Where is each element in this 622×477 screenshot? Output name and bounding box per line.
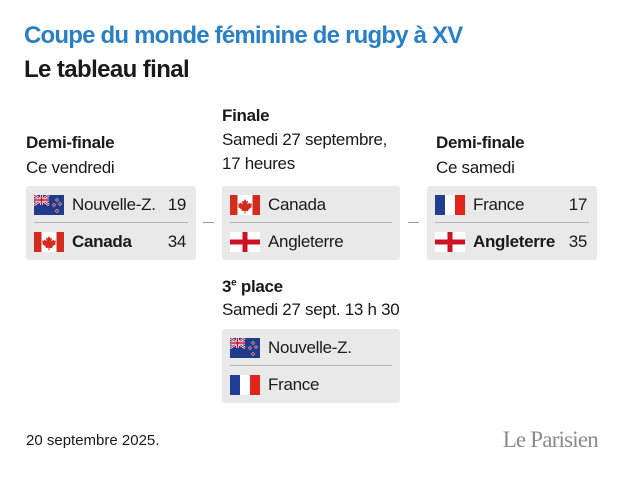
match-box: Nouvelle-Z. 19 Canada 34 (26, 186, 196, 260)
title: Coupe du monde féminine de rugby à XV (24, 22, 463, 49)
team-row: Nouvelle-Z. (222, 329, 400, 366)
round-label: 3e place (222, 277, 283, 297)
flag (435, 194, 465, 215)
score: 35 (568, 231, 588, 251)
team-row: Nouvelle-Z. 19 (26, 186, 196, 223)
team-row: Angleterre 35 (427, 223, 597, 260)
team-name: Canada (268, 194, 326, 214)
divider (435, 222, 589, 223)
divider (34, 222, 188, 223)
label-superscript: e (231, 277, 237, 289)
team-row: France 17 (427, 186, 597, 223)
round-date: Ce samedi (436, 158, 515, 177)
match-box: France 17 Angleterre 35 (427, 186, 597, 260)
team-row: Angleterre (222, 223, 400, 260)
team-name: France (268, 374, 320, 394)
logo: Le Parisien (502, 427, 599, 452)
round-label: Demi-finale (26, 133, 115, 152)
footer-date: 20 septembre 2025. (26, 432, 160, 449)
team-name: France (473, 194, 525, 214)
divider (230, 365, 392, 366)
round-label: Finale (222, 106, 270, 125)
flag (230, 194, 260, 215)
divider (230, 222, 392, 223)
label-text: place (240, 277, 283, 296)
flag (34, 194, 64, 215)
team-name: Angleterre (473, 231, 556, 251)
flag (230, 231, 260, 252)
team-row: Canada 34 (26, 223, 196, 260)
flag (230, 337, 260, 358)
connector (408, 222, 419, 223)
match-box: Nouvelle-Z. France (222, 329, 400, 403)
team-name: Angleterre (268, 231, 344, 251)
flag (435, 231, 465, 252)
team-row: France (222, 366, 400, 403)
round-date: Samedi 27 sept. 13 h 30 (222, 300, 400, 319)
team-row: Canada (222, 186, 400, 223)
score: 19 (167, 194, 187, 214)
round-date: Ce vendredi (26, 158, 115, 177)
match-box: Canada Angleterre (222, 186, 400, 260)
score: 34 (167, 231, 187, 251)
subtitle: Le tableau final (24, 56, 190, 83)
round-date: Samedi 27 septembre, (222, 130, 388, 149)
flag (34, 231, 64, 252)
team-name: Nouvelle-Z. (72, 194, 156, 214)
score: 17 (568, 194, 588, 214)
flag (230, 374, 260, 395)
connector (203, 222, 214, 223)
team-name: Canada (72, 231, 132, 251)
round-label: Demi-finale (436, 133, 525, 152)
team-name: Nouvelle-Z. (268, 337, 352, 357)
label-number: 3 (222, 277, 232, 296)
round-date: 17 heures (222, 154, 295, 173)
